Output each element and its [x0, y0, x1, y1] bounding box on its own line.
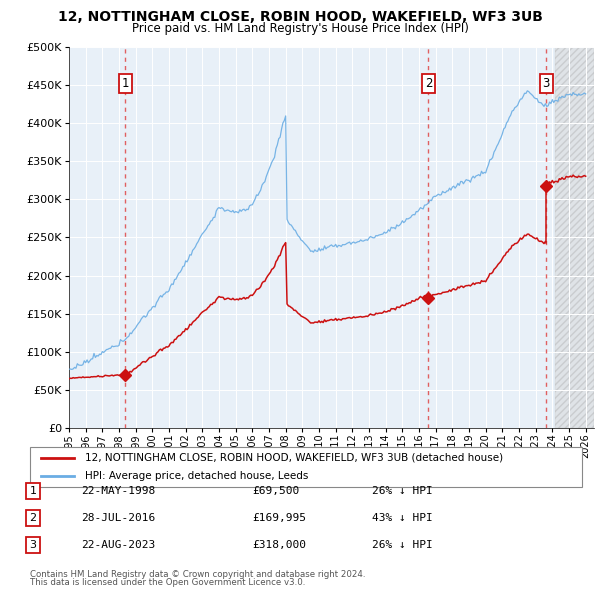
- Text: Price paid vs. HM Land Registry's House Price Index (HPI): Price paid vs. HM Land Registry's House …: [131, 22, 469, 35]
- Text: £69,500: £69,500: [252, 486, 299, 496]
- Text: 2: 2: [425, 77, 432, 90]
- Text: 12, NOTTINGHAM CLOSE, ROBIN HOOD, WAKEFIELD, WF3 3UB (detached house): 12, NOTTINGHAM CLOSE, ROBIN HOOD, WAKEFI…: [85, 453, 503, 463]
- Text: 2: 2: [29, 513, 37, 523]
- Text: This data is licensed under the Open Government Licence v3.0.: This data is licensed under the Open Gov…: [30, 578, 305, 587]
- Text: 3: 3: [542, 77, 550, 90]
- Text: 43% ↓ HPI: 43% ↓ HPI: [372, 513, 433, 523]
- Text: 3: 3: [29, 540, 37, 550]
- Text: 28-JUL-2016: 28-JUL-2016: [81, 513, 155, 523]
- Text: 22-AUG-2023: 22-AUG-2023: [81, 540, 155, 550]
- Text: Contains HM Land Registry data © Crown copyright and database right 2024.: Contains HM Land Registry data © Crown c…: [30, 570, 365, 579]
- Text: 26% ↓ HPI: 26% ↓ HPI: [372, 486, 433, 496]
- Text: 22-MAY-1998: 22-MAY-1998: [81, 486, 155, 496]
- Bar: [555, 47, 594, 428]
- Text: HPI: Average price, detached house, Leeds: HPI: Average price, detached house, Leed…: [85, 470, 308, 480]
- Text: 1: 1: [122, 77, 129, 90]
- Text: 26% ↓ HPI: 26% ↓ HPI: [372, 540, 433, 550]
- Text: £169,995: £169,995: [252, 513, 306, 523]
- Text: £318,000: £318,000: [252, 540, 306, 550]
- FancyBboxPatch shape: [30, 447, 582, 487]
- Text: 1: 1: [29, 486, 37, 496]
- Bar: [555, 47, 594, 428]
- Text: 12, NOTTINGHAM CLOSE, ROBIN HOOD, WAKEFIELD, WF3 3UB: 12, NOTTINGHAM CLOSE, ROBIN HOOD, WAKEFI…: [58, 10, 542, 24]
